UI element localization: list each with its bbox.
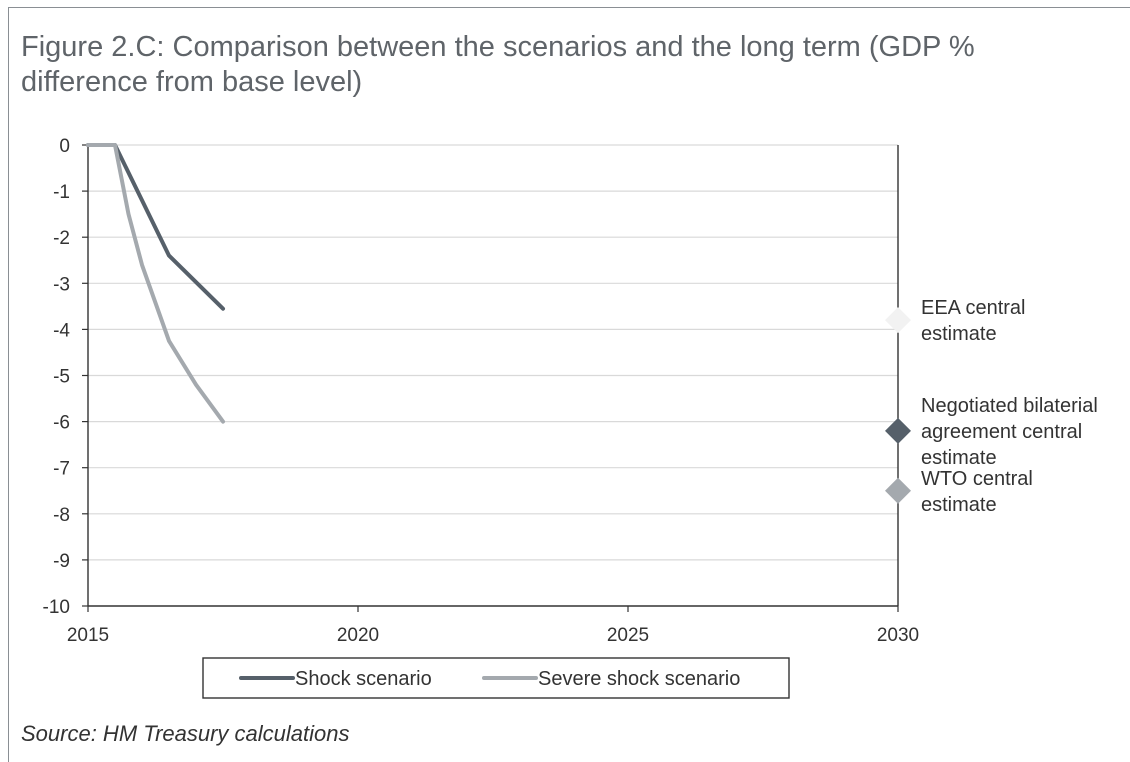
figure-title: Figure 2.C: Comparison between the scena… bbox=[21, 31, 975, 98]
bilateral-label: Negotiated bilaterial agreement central es… bbox=[921, 395, 1098, 469]
frame-left-border bbox=[8, 7, 9, 762]
y-tick-label: -5 bbox=[53, 367, 70, 388]
wto-marker bbox=[885, 477, 911, 504]
shock-scenario-line bbox=[86, 143, 225, 311]
y-tick-label: -7 bbox=[53, 459, 70, 480]
y-tick-label: -8 bbox=[53, 505, 70, 526]
frame-top-border bbox=[8, 7, 1130, 8]
eea-marker bbox=[885, 307, 911, 334]
estimate-markers: EEA central estimate Negotiated bilaterial… bbox=[885, 297, 1098, 516]
legend-label-severe: Severe shock scenario bbox=[538, 668, 740, 690]
x-tick-label: 2020 bbox=[337, 625, 379, 646]
y-tick-label: -10 bbox=[43, 597, 70, 618]
axes: 0 -1 -2 -3 -4 -5 -6 -7 -8 -9 -10 2015 2020 2025 2030 bbox=[43, 136, 920, 646]
y-tick-label: -4 bbox=[53, 320, 70, 341]
y-tick-label: -1 bbox=[53, 182, 70, 203]
source-note: Source: HM Treasury calculations bbox=[21, 721, 350, 746]
y-tick-label: -2 bbox=[53, 228, 70, 249]
bilateral-marker bbox=[885, 417, 911, 444]
x-tick-label: 2025 bbox=[607, 625, 649, 646]
y-tick-label: -3 bbox=[53, 274, 70, 295]
eea-label: EEA central estimate bbox=[921, 297, 1026, 345]
gridlines bbox=[88, 144, 898, 561]
y-tick-label: -9 bbox=[53, 551, 70, 572]
x-tick-label: 2030 bbox=[877, 625, 919, 646]
wto-label: WTO central estimate bbox=[921, 468, 1033, 516]
series-lines bbox=[86, 143, 225, 424]
legend-label-shock: Shock scenario bbox=[295, 668, 432, 690]
severe-shock-scenario-line bbox=[86, 143, 225, 424]
legend: Shock scenario Severe shock scenario bbox=[202, 657, 790, 699]
x-tick-label: 2015 bbox=[67, 625, 109, 646]
y-tick-label: 0 bbox=[59, 136, 70, 157]
y-tick-label: -6 bbox=[53, 413, 70, 434]
